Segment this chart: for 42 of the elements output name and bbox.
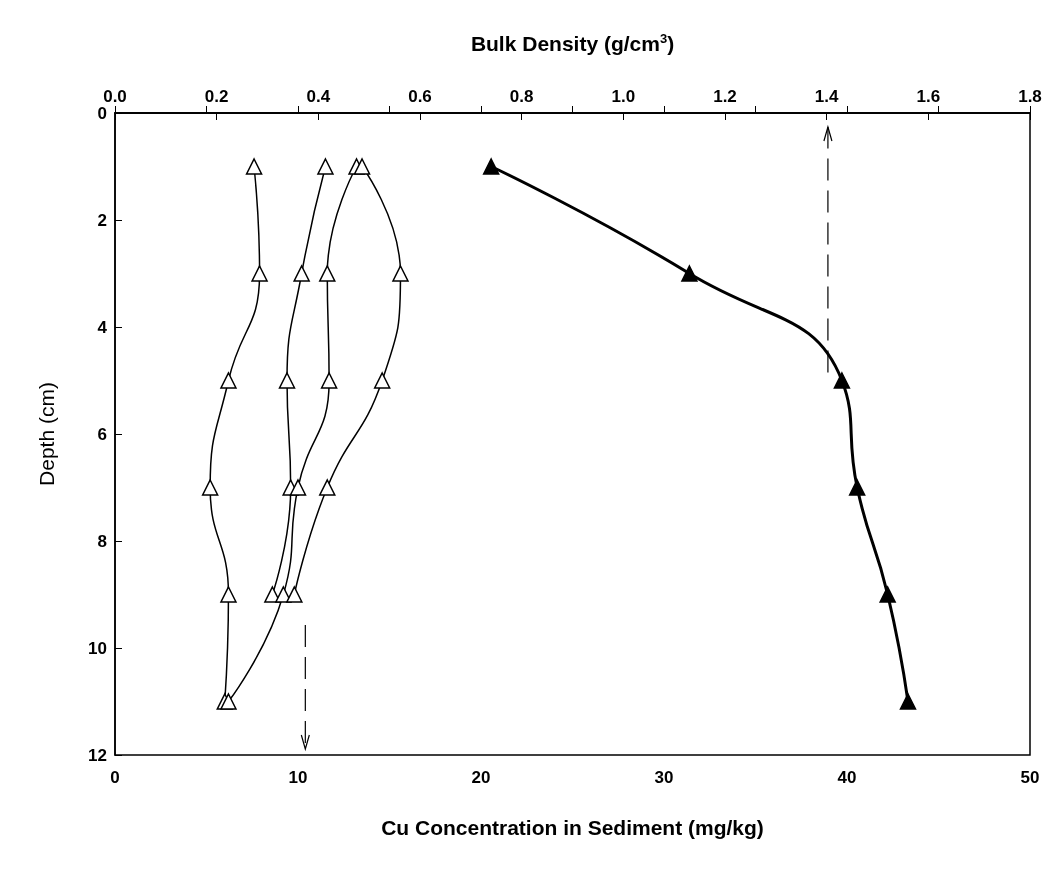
x-tick-label: 20	[471, 768, 491, 787]
y-tick-label: 6	[97, 424, 107, 444]
point	[201, 479, 219, 496]
point	[317, 158, 334, 175]
point	[245, 158, 263, 175]
x-tick-label: 0	[110, 768, 120, 787]
point	[320, 372, 338, 389]
point	[353, 158, 371, 175]
point	[278, 372, 296, 389]
y-tick-label: 12	[88, 745, 107, 765]
x2-tick-label: 1.6	[916, 87, 941, 106]
x2-tick-label: 0.8	[509, 87, 534, 106]
point	[220, 693, 237, 710]
x2-tick-label: 1.2	[713, 87, 737, 106]
y-tick-label: 4	[97, 317, 108, 337]
point	[373, 372, 391, 389]
point	[319, 265, 336, 282]
point	[293, 265, 310, 282]
x-tick-label: 10	[288, 768, 308, 787]
point	[251, 265, 268, 282]
point	[319, 479, 336, 496]
x-tick-label: 40	[837, 768, 857, 787]
point	[220, 372, 237, 389]
x-axis-title: Cu Concentration in Sediment (mg/kg)	[381, 816, 764, 839]
point	[392, 265, 409, 282]
y-axis-title: Depth (cm)	[35, 382, 58, 486]
x2-tick-label: 0.6	[408, 87, 432, 106]
y-tick-label: 8	[97, 531, 107, 551]
x2-tick-label: 0.4	[306, 87, 331, 106]
y-tick-label: 10	[88, 638, 107, 658]
x2-tick-label: 1.8	[1018, 87, 1042, 106]
x2-tick-label: 0.0	[103, 87, 127, 106]
y-tick-label: 2	[97, 210, 107, 230]
x2-tick-label: 1.4	[814, 87, 840, 106]
point	[289, 479, 307, 496]
x2-tick-label: 0.2	[204, 87, 229, 106]
x-tick-label: 50	[1020, 768, 1040, 787]
point	[220, 586, 237, 603]
x2-tick-label: 1.0	[611, 87, 636, 106]
point	[286, 586, 303, 603]
y-tick-label: 0	[97, 103, 107, 123]
x-tick-label: 30	[654, 768, 674, 787]
